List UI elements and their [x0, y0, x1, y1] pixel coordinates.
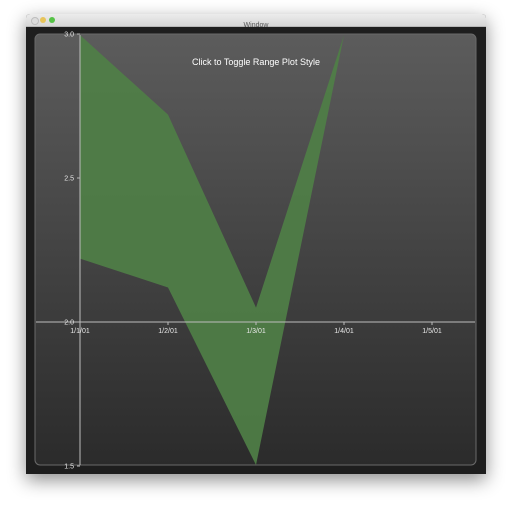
y-tick-label: 3.0 — [64, 32, 74, 39]
minimize-window-button[interactable] — [40, 17, 46, 23]
close-window-button[interactable] — [31, 17, 39, 25]
x-tick-label: 1/3/01 — [246, 328, 266, 335]
y-tick-label: 2.5 — [64, 176, 74, 183]
zoom-window-button[interactable] — [49, 17, 55, 23]
chart-title[interactable]: Click to Toggle Range Plot Style — [192, 57, 320, 67]
x-tick-label: 1/2/01 — [158, 328, 178, 335]
y-tick-label: 1.5 — [64, 464, 74, 471]
x-tick-label: 1/5/01 — [422, 328, 442, 335]
app-window: Window 1.01.52.02.53.03.54.01/1/011/2/01… — [26, 14, 486, 474]
window-title: Window — [243, 22, 269, 29]
range-plot-chart[interactable]: 1.01.52.02.53.03.54.01/1/011/2/011/3/011… — [26, 27, 486, 474]
x-tick-label: 1/1/01 — [70, 328, 90, 335]
x-tick-label: 1/4/01 — [334, 328, 354, 335]
range-band — [80, 35, 432, 465]
window-titlebar: Window — [26, 14, 486, 29]
y-tick-label: 2.0 — [64, 320, 74, 327]
